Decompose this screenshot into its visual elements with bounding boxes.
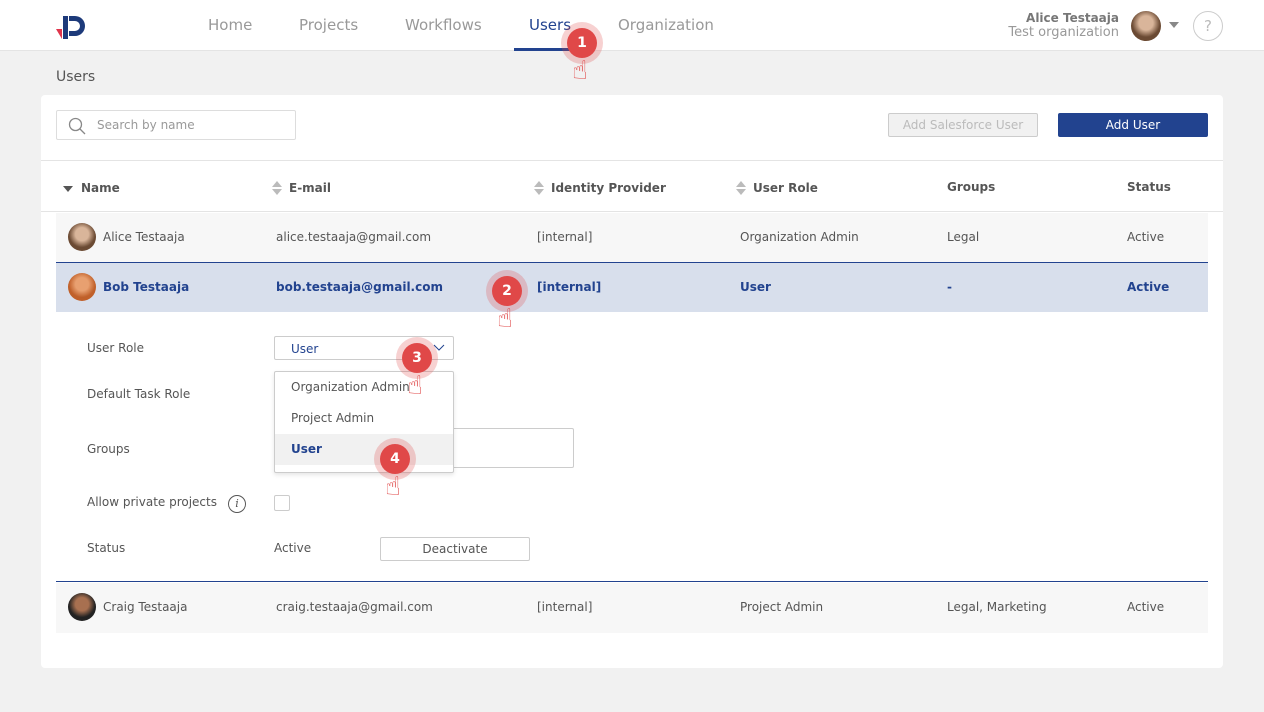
users-card: Add Salesforce User Add User Name E-mail… [41, 95, 1223, 668]
column-email[interactable]: E-mail [289, 181, 332, 195]
groups-input[interactable] [454, 428, 574, 468]
user-status: Active [1127, 280, 1170, 294]
step-marker: 3 [402, 343, 432, 373]
help-icon[interactable]: ? [1193, 11, 1223, 41]
active-tab-indicator [514, 48, 583, 51]
sort-icon[interactable] [534, 181, 544, 195]
step-marker: 4 [380, 444, 410, 474]
search-input[interactable] [97, 118, 287, 132]
divider [56, 581, 1208, 582]
allow-private-checkbox[interactable] [274, 495, 290, 511]
divider [41, 160, 1223, 161]
add-user-button[interactable]: Add User [1058, 113, 1208, 137]
user-role: User [740, 280, 771, 294]
user-idp: [internal] [537, 600, 593, 614]
default-task-role-label: Default Task Role [87, 387, 191, 401]
table-row[interactable]: Alice Testaaja alice.testaaja@gmail.com … [56, 213, 1208, 263]
table-row-selected[interactable]: Bob Testaaja bob.testaaja@gmail.com [int… [56, 262, 1208, 312]
avatar[interactable] [1131, 11, 1161, 41]
search-field[interactable] [56, 110, 296, 140]
nav-projects[interactable]: Projects [299, 16, 359, 34]
table-row[interactable]: Craig Testaaja craig.testaaja@gmail.com … [56, 583, 1208, 633]
user-idp: [internal] [537, 280, 602, 294]
user-name: Craig Testaaja [103, 600, 188, 614]
user-idp: [internal] [537, 230, 593, 244]
page-title: Users [56, 69, 96, 85]
user-groups: - [947, 280, 952, 294]
nav-organization[interactable]: Organization [618, 16, 714, 34]
user-groups: Legal, Marketing [947, 600, 1047, 614]
column-identity-provider[interactable]: Identity Provider [551, 181, 666, 195]
nav-users[interactable]: Users [529, 16, 572, 34]
divider [41, 211, 1223, 212]
step-marker: 2 [492, 276, 522, 306]
column-groups: Groups [947, 180, 996, 194]
user-status: Active [1127, 230, 1165, 244]
selected-value: User [291, 342, 319, 356]
avatar [68, 593, 96, 621]
nav-workflows[interactable]: Workflows [405, 16, 482, 34]
status-value: Active [274, 541, 312, 555]
user-email: alice.testaaja@gmail.com [276, 230, 432, 244]
user-role-select[interactable]: User [274, 336, 454, 360]
sort-icon[interactable] [272, 181, 282, 195]
account-org: Test organization [1008, 25, 1119, 40]
pointer-hand-icon: ☝ [385, 472, 401, 502]
account-name: Alice Testaaja [1026, 11, 1119, 25]
user-role: Organization Admin [740, 230, 859, 244]
avatar [68, 273, 96, 301]
pointer-hand-icon: ☝ [407, 371, 423, 401]
chevron-down-icon [433, 344, 445, 351]
pointer-hand-icon: ☝ [497, 304, 513, 334]
add-salesforce-user-button[interactable]: Add Salesforce User [888, 113, 1038, 137]
top-bar: Home Projects Workflows Users Organizati… [0, 0, 1264, 51]
account-info[interactable]: Alice Testaaja Test organization [1008, 11, 1119, 40]
step-marker: 1 [567, 28, 597, 58]
sort-desc-icon[interactable] [63, 185, 73, 193]
info-icon[interactable]: i [228, 495, 246, 513]
logo[interactable] [56, 13, 90, 39]
column-user-role[interactable]: User Role [753, 181, 818, 195]
option-project-admin[interactable]: Project Admin [291, 411, 375, 425]
status-label: Status [87, 541, 126, 555]
user-role: Project Admin [740, 600, 824, 614]
sort-icon[interactable] [736, 181, 746, 195]
user-name: Alice Testaaja [103, 230, 185, 244]
option-organization-admin[interactable]: Organization Admin [291, 380, 410, 394]
user-name: Bob Testaaja [103, 280, 190, 294]
column-status: Status [1127, 180, 1171, 194]
chevron-down-icon[interactable] [1169, 22, 1179, 28]
user-status: Active [1127, 600, 1165, 614]
avatar [68, 223, 96, 251]
user-email: bob.testaaja@gmail.com [276, 280, 443, 294]
deactivate-button[interactable]: Deactivate [380, 537, 530, 561]
pointer-hand-icon: ☝ [572, 56, 588, 86]
option-user[interactable]: User [275, 434, 453, 465]
user-groups: Legal [947, 230, 980, 244]
search-icon [68, 117, 86, 135]
groups-label: Groups [87, 442, 130, 456]
user-email: craig.testaaja@gmail.com [276, 600, 433, 614]
role-dropdown-menu: Organization Admin Project Admin User [274, 371, 454, 473]
user-role-label: User Role [87, 341, 145, 355]
allow-private-label: Allow private projects [87, 495, 217, 509]
column-name[interactable]: Name [81, 181, 120, 195]
nav-home[interactable]: Home [208, 16, 253, 34]
